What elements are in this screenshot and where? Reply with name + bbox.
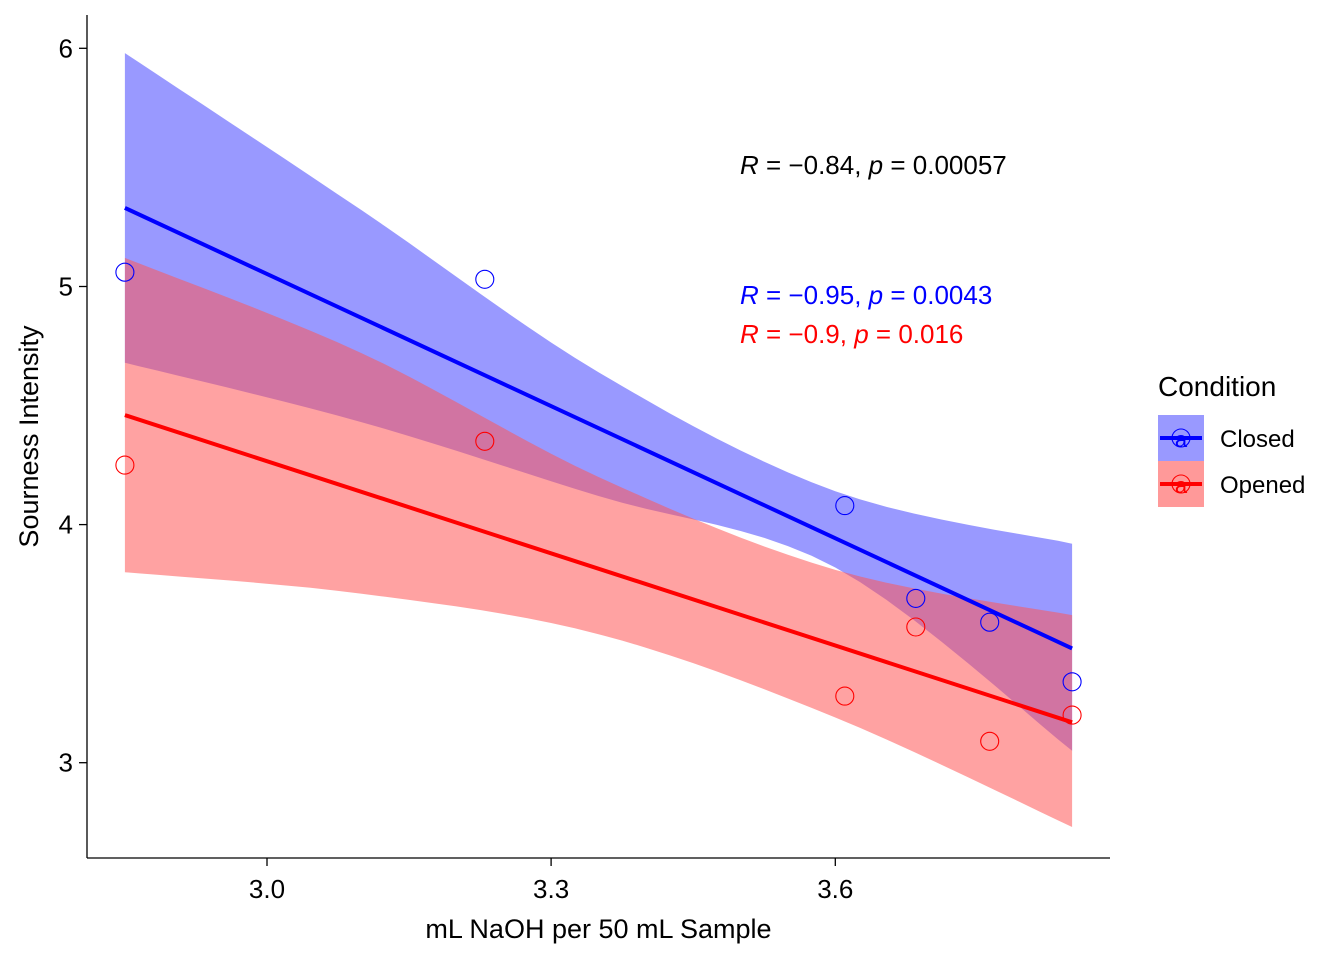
legend-title: Condition <box>1158 371 1276 402</box>
legend-key-point <box>1171 428 1191 448</box>
legend-key-glyph: a <box>1175 473 1188 498</box>
data-point-opened <box>980 731 1000 751</box>
data-points <box>115 262 1082 751</box>
correlation-annotations: R = −0.84, p = 0.00057 R = −0.95, p = 0.… <box>740 150 1007 349</box>
data-point-opened <box>906 617 926 637</box>
y-tick-label: 3 <box>59 748 73 778</box>
data-point-opened <box>475 431 495 451</box>
legend: Condition a Closed a Opened <box>1158 371 1305 507</box>
regression-lines <box>124 206 1073 725</box>
legend-label: Closed <box>1220 426 1295 453</box>
y-tick-label: 6 <box>59 33 73 63</box>
y-tick-label: 4 <box>59 510 73 540</box>
y-axis-label: Sourness Intensity <box>14 325 44 548</box>
data-point-opened <box>1062 705 1082 725</box>
data-point-closed <box>980 612 1000 632</box>
annotation-opened: R = −0.9, p = 0.016 <box>740 319 963 349</box>
legend-key-point <box>1171 474 1191 494</box>
x-axis-label: mL NaOH per 50 mL Sample <box>425 914 771 944</box>
y-tick-label: 5 <box>59 272 73 302</box>
data-point-opened <box>115 455 135 475</box>
confidence-band-opened <box>124 257 1073 827</box>
data-point-closed <box>1062 672 1082 692</box>
x-tick-label: 3.0 <box>249 874 285 904</box>
x-tick-label: 3.3 <box>533 874 569 904</box>
data-point-closed <box>906 588 926 608</box>
data-point-closed <box>475 269 495 289</box>
data-point-closed <box>835 496 855 516</box>
x-tick-label: 3.6 <box>817 874 853 904</box>
data-point-closed <box>115 262 135 282</box>
annotation-overall: R = −0.84, p = 0.00057 <box>740 150 1007 180</box>
confidence-bands <box>124 53 1073 827</box>
data-point-opened <box>835 686 855 706</box>
axes: 3.0 3.3 3.6 3 4 5 6 <box>59 15 1110 904</box>
regression-line-closed <box>124 206 1073 651</box>
legend-item-closed: a Closed <box>1158 415 1295 461</box>
legend-item-opened: a Opened <box>1158 461 1305 507</box>
y-ticks: 3 4 5 6 <box>59 33 87 778</box>
legend-entries: a Closed a Opened <box>1158 415 1305 507</box>
legend-key-glyph: a <box>1175 427 1188 452</box>
annotation-closed: R = −0.95, p = 0.0043 <box>740 280 992 310</box>
legend-label: Opened <box>1220 472 1305 499</box>
regression-line-opened <box>124 413 1073 725</box>
x-ticks: 3.0 3.3 3.6 <box>249 858 853 904</box>
confidence-band-closed <box>124 53 1073 751</box>
